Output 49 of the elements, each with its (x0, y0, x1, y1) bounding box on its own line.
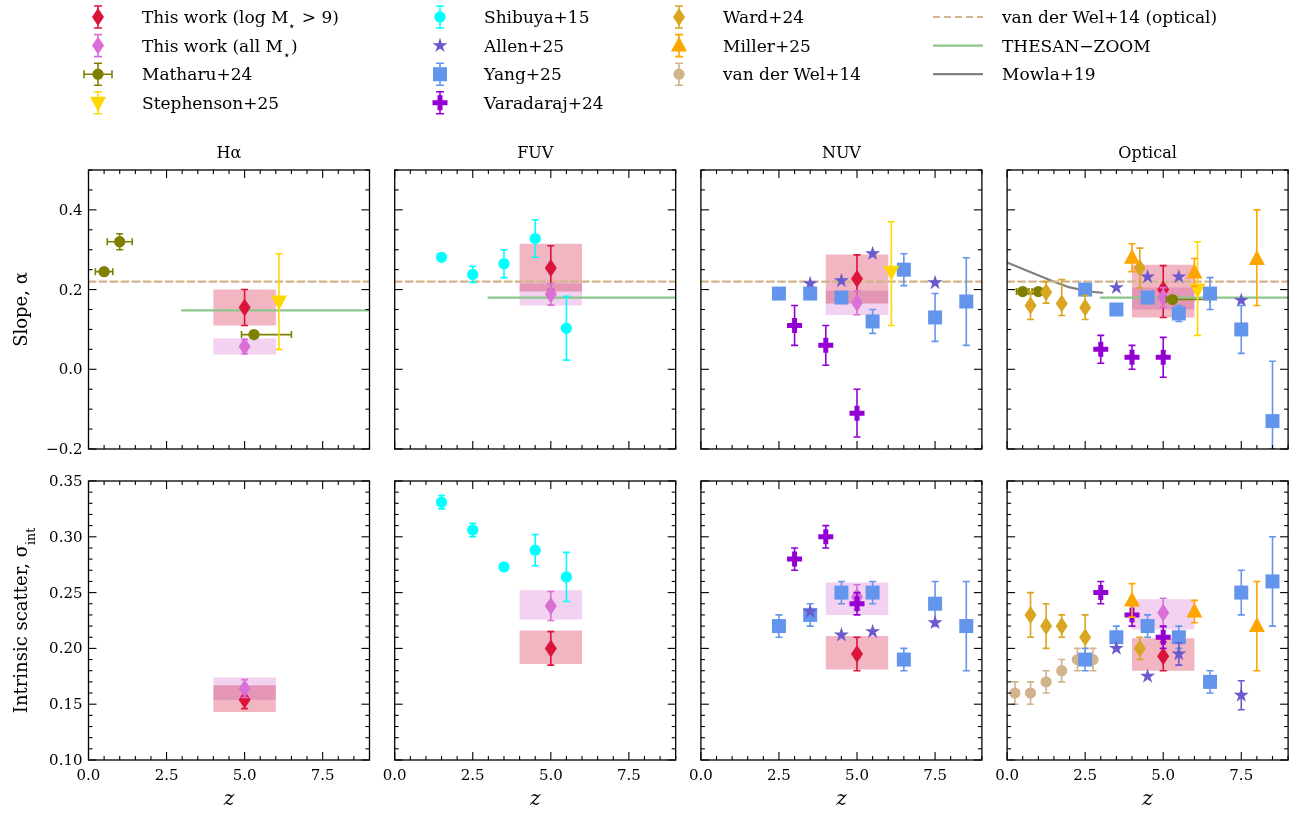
x-axis-title: z (222, 786, 235, 810)
legend-label: Miller+25 (723, 35, 811, 56)
y-tick-label: 0.35 (49, 472, 83, 490)
legend-label: Mowla+19 (1002, 64, 1096, 85)
x-tick-label: 2.5 (1073, 766, 1098, 784)
x-tick-label: 0.0 (382, 766, 407, 784)
x-tick-label: 0.0 (995, 766, 1020, 784)
x-tick-label: 5.0 (845, 766, 869, 784)
x-axis-title: z (528, 786, 541, 810)
chart-title: FUV (517, 143, 554, 162)
x-tick-label: 7.5 (616, 766, 641, 784)
legend-label: Ward+24 (723, 7, 805, 27)
legend-label: Varadaraj+24 (483, 92, 604, 113)
legend-label: Allen+25 (483, 35, 565, 56)
chart-title: Hα (216, 143, 242, 162)
x-tick-label: 5.0 (538, 766, 563, 784)
x-tick-label: 2.5 (154, 766, 179, 784)
legend-label: van der Wel+14 (722, 64, 862, 85)
legend-label: This work (log M$_{⋆}$ > 9) (142, 7, 339, 33)
x-tick-label: 7.5 (310, 766, 335, 784)
y-tick-label: 0.2 (58, 280, 83, 299)
x-tick-label: 0.0 (688, 766, 713, 784)
legend-label: Matharu+24 (142, 64, 253, 85)
x-axis-title: z (1141, 786, 1154, 810)
legend-label: van der Wel+14 (optical) (1001, 7, 1218, 27)
legend-label: Shibuya+15 (484, 7, 590, 27)
x-axis-title: z (835, 786, 848, 810)
y-tick-label: −0.2 (46, 440, 83, 458)
y-tick-label: 0.20 (49, 639, 83, 658)
y-tick-label: 0.15 (49, 695, 83, 714)
y-axis-title: Slope, α (9, 272, 31, 347)
x-tick-label: 7.5 (923, 766, 947, 784)
x-tick-label: 7.5 (1229, 766, 1254, 784)
x-tick-label: 2.5 (767, 766, 791, 784)
legend-label: This work (all M$_{⋆}$) (142, 35, 298, 62)
x-tick-label: 0.0 (76, 766, 101, 784)
legend-label: Stephenson+25 (142, 92, 280, 113)
legend-label: Yang+25 (483, 64, 562, 85)
y-tick-label: 0.25 (49, 583, 83, 602)
y-tick-label: 0.30 (49, 527, 83, 546)
y-tick-label: 0.4 (58, 200, 83, 219)
legend-label: THESAN−ZOOM (1002, 35, 1151, 56)
chart-title: NUV (821, 143, 862, 162)
y-tick-label: 0.0 (58, 360, 83, 379)
x-tick-label: 5.0 (232, 766, 257, 784)
x-tick-label: 2.5 (460, 766, 485, 784)
y-tick-label: 0.10 (49, 751, 83, 769)
x-tick-label: 5.0 (1151, 766, 1176, 784)
chart-title: Optical (1118, 143, 1177, 162)
